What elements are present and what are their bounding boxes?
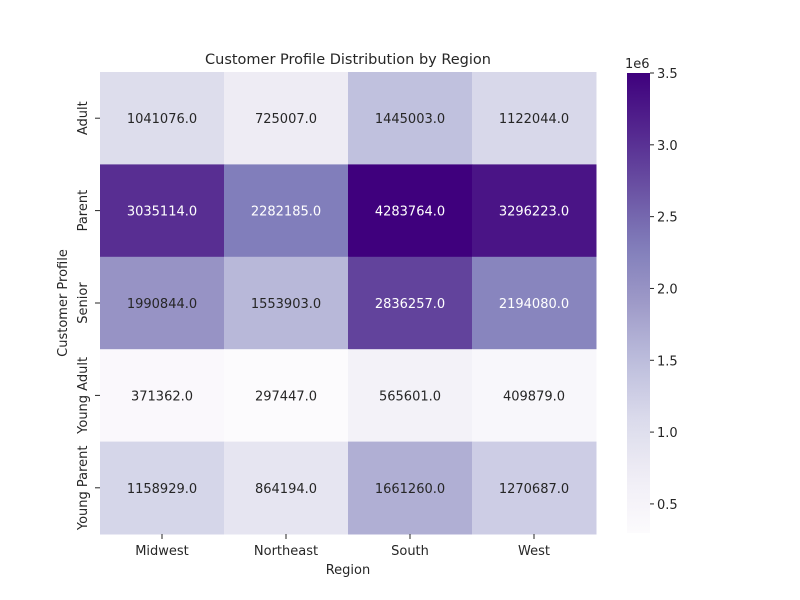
cell-value-label: 2836257.0 [375, 297, 445, 312]
heatmap-cell [348, 441, 473, 535]
cell-value-label: 1661260.0 [375, 482, 445, 497]
cell-value-label: 1553903.0 [251, 297, 321, 312]
colorbar-tick-label: 3.0 [657, 139, 678, 154]
x-axis: Midwest Northeast South West [135, 534, 550, 559]
y-axis-label: Customer Profile [56, 249, 71, 357]
y-tick-label: Senior [76, 282, 91, 324]
colorbar-scale-label: 1e6 [625, 57, 650, 72]
cell-value-label: 1990844.0 [127, 297, 197, 312]
heatmap-cell [224, 349, 349, 443]
heatmap-cell [100, 441, 225, 535]
cell-value-label: 725007.0 [255, 112, 317, 127]
heatmap-cell [348, 256, 473, 350]
heatmap-cell [224, 164, 349, 258]
heatmap-cell [100, 164, 225, 258]
x-tick-label: Midwest [135, 544, 189, 559]
heatmap-cell [224, 256, 349, 350]
x-tick-label: South [391, 544, 429, 559]
x-axis-label: Region [326, 563, 371, 578]
cell-value-label: 4283764.0 [375, 205, 445, 220]
heatmap-cell [100, 72, 225, 165]
heatmap-cell [224, 72, 349, 165]
y-axis: Adult Parent Senior Young Adult Young Parent [76, 101, 100, 531]
heatmap-cell [348, 72, 473, 165]
cell-value-label: 864194.0 [255, 482, 317, 497]
cell-value-label: 3296223.0 [499, 205, 569, 220]
x-tick-label: West [518, 544, 550, 559]
cell-value-label: 3035114.0 [127, 205, 197, 220]
heatmap-cell [100, 349, 225, 443]
heatmap-cell [348, 164, 473, 258]
colorbar-tick-label: 3.5 [657, 67, 678, 82]
heatmap-cells: 1041076.0 725007.0 1445003.0 1122044.0 30351… [100, 72, 597, 535]
heatmap-cell [472, 72, 597, 165]
colorbar-tick-label: 0.5 [657, 498, 678, 513]
heatmap-cell [472, 256, 597, 350]
cell-value-label: 1158929.0 [127, 482, 197, 497]
colorbar [627, 73, 650, 533]
y-tick-label: Parent [76, 190, 91, 232]
cell-value-label: 1445003.0 [375, 112, 445, 127]
cell-value-label: 409879.0 [503, 389, 565, 404]
heatmap-cell [472, 164, 597, 258]
colorbar-tick-label: 2.5 [657, 211, 678, 226]
colorbar-tick-label: 1.0 [657, 426, 678, 441]
heatmap-cell [472, 441, 597, 535]
y-tick-label: Adult [76, 101, 91, 135]
cell-value-label: 565601.0 [379, 389, 441, 404]
colorbar-tick-label: 1.5 [657, 354, 678, 369]
heatmap-cell [100, 256, 225, 350]
colorbar-tick-label: 2.0 [657, 282, 678, 297]
y-tick-label: Young Adult [76, 357, 91, 435]
chart-title: Customer Profile Distribution by Region [205, 52, 491, 68]
cell-value-label: 297447.0 [255, 389, 317, 404]
cell-value-label: 1122044.0 [499, 112, 569, 127]
heatmap-cell [348, 349, 473, 443]
cell-value-label: 2282185.0 [251, 205, 321, 220]
cell-value-label: 371362.0 [131, 389, 193, 404]
cell-value-label: 1270687.0 [499, 482, 569, 497]
heatmap-cell [224, 441, 349, 535]
heatmap-cell [472, 349, 597, 443]
colorbar-ticks: 0.5 1.0 1.5 2.0 2.5 3.0 3.5 [650, 67, 678, 513]
cell-value-label: 1041076.0 [127, 112, 197, 127]
x-tick-label: Northeast [254, 544, 318, 559]
y-tick-label: Young Parent [76, 445, 91, 531]
cell-value-label: 2194080.0 [499, 297, 569, 312]
